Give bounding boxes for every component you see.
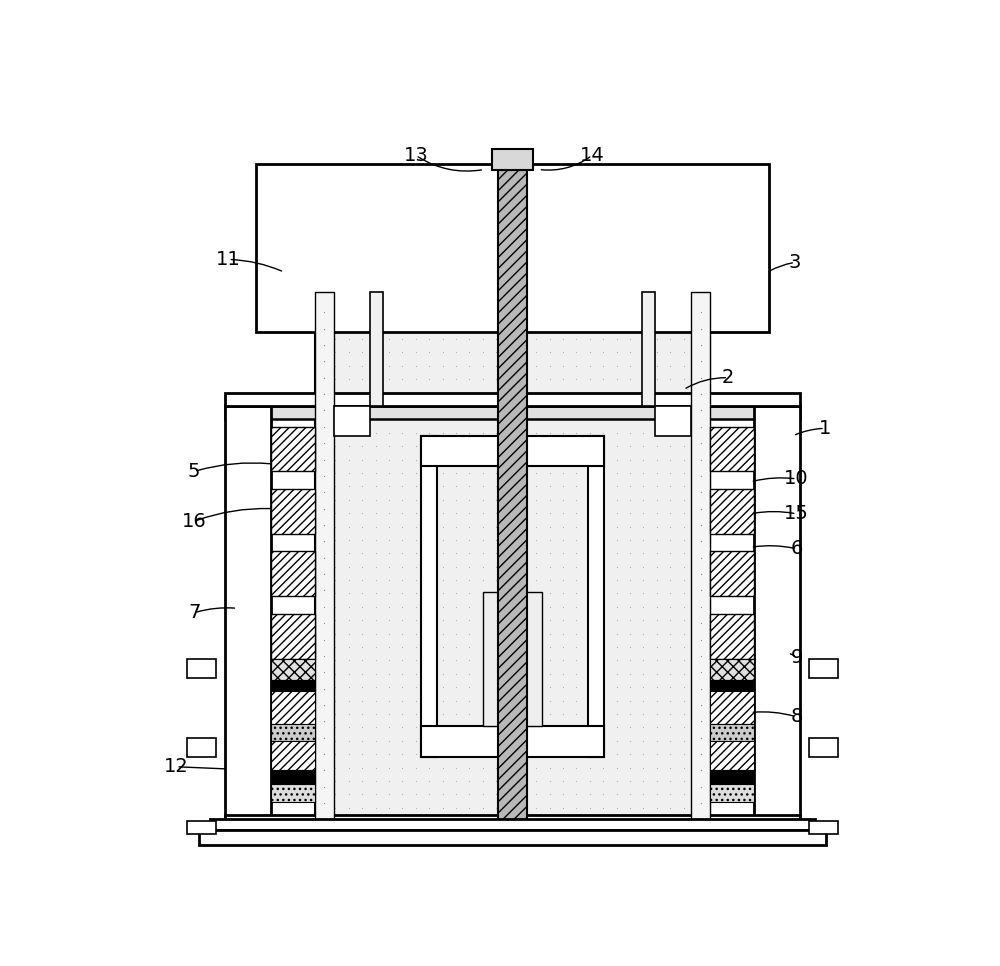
Bar — [710, 659, 754, 680]
Bar — [710, 741, 754, 771]
Bar — [187, 738, 216, 757]
Bar — [187, 821, 216, 834]
Text: 12: 12 — [164, 757, 189, 777]
Bar — [588, 436, 604, 757]
Bar — [271, 490, 315, 534]
Bar — [809, 821, 838, 834]
Bar — [271, 659, 315, 680]
Bar — [421, 436, 437, 757]
Bar — [492, 150, 533, 170]
Bar — [710, 771, 754, 783]
Bar — [710, 427, 754, 471]
Text: 15: 15 — [784, 504, 809, 524]
Bar — [370, 292, 383, 406]
Bar — [199, 830, 826, 845]
Text: 7: 7 — [188, 604, 200, 622]
Text: 2: 2 — [722, 368, 734, 387]
Bar — [187, 659, 216, 677]
Bar — [421, 436, 604, 466]
Text: 3: 3 — [789, 253, 801, 272]
Text: 8: 8 — [790, 707, 803, 726]
Bar — [225, 392, 800, 406]
Bar — [225, 406, 271, 829]
Bar — [271, 771, 315, 783]
Bar — [271, 551, 315, 596]
Bar — [710, 724, 754, 741]
Bar — [210, 819, 815, 830]
Bar — [315, 292, 334, 829]
Bar — [271, 680, 315, 691]
Text: 16: 16 — [182, 512, 207, 530]
Bar — [225, 815, 800, 829]
Bar — [710, 614, 754, 659]
Text: 9: 9 — [790, 648, 803, 667]
Bar — [225, 406, 800, 419]
Bar — [754, 406, 800, 829]
Bar — [710, 490, 754, 534]
Bar — [271, 614, 315, 659]
Text: 13: 13 — [403, 146, 428, 165]
Text: 5: 5 — [188, 462, 200, 481]
Bar — [271, 741, 315, 771]
Bar — [256, 164, 769, 331]
Bar — [809, 659, 838, 677]
Text: 10: 10 — [784, 469, 809, 489]
Text: 1: 1 — [819, 419, 831, 438]
Text: 11: 11 — [216, 250, 241, 269]
Text: 6: 6 — [790, 539, 803, 558]
Bar — [271, 783, 315, 803]
Text: 14: 14 — [580, 146, 604, 165]
Bar — [691, 292, 710, 829]
Bar — [271, 691, 315, 724]
Bar — [710, 691, 754, 724]
Bar — [809, 738, 838, 757]
Bar — [271, 427, 315, 471]
Bar — [271, 724, 315, 741]
Bar — [642, 292, 655, 406]
Bar — [498, 170, 527, 829]
Bar — [710, 551, 754, 596]
Bar — [710, 783, 754, 803]
Bar — [315, 292, 710, 829]
Bar — [483, 592, 542, 725]
Bar — [710, 680, 754, 691]
Bar — [334, 406, 370, 436]
Bar — [421, 725, 604, 757]
Bar — [655, 406, 691, 436]
